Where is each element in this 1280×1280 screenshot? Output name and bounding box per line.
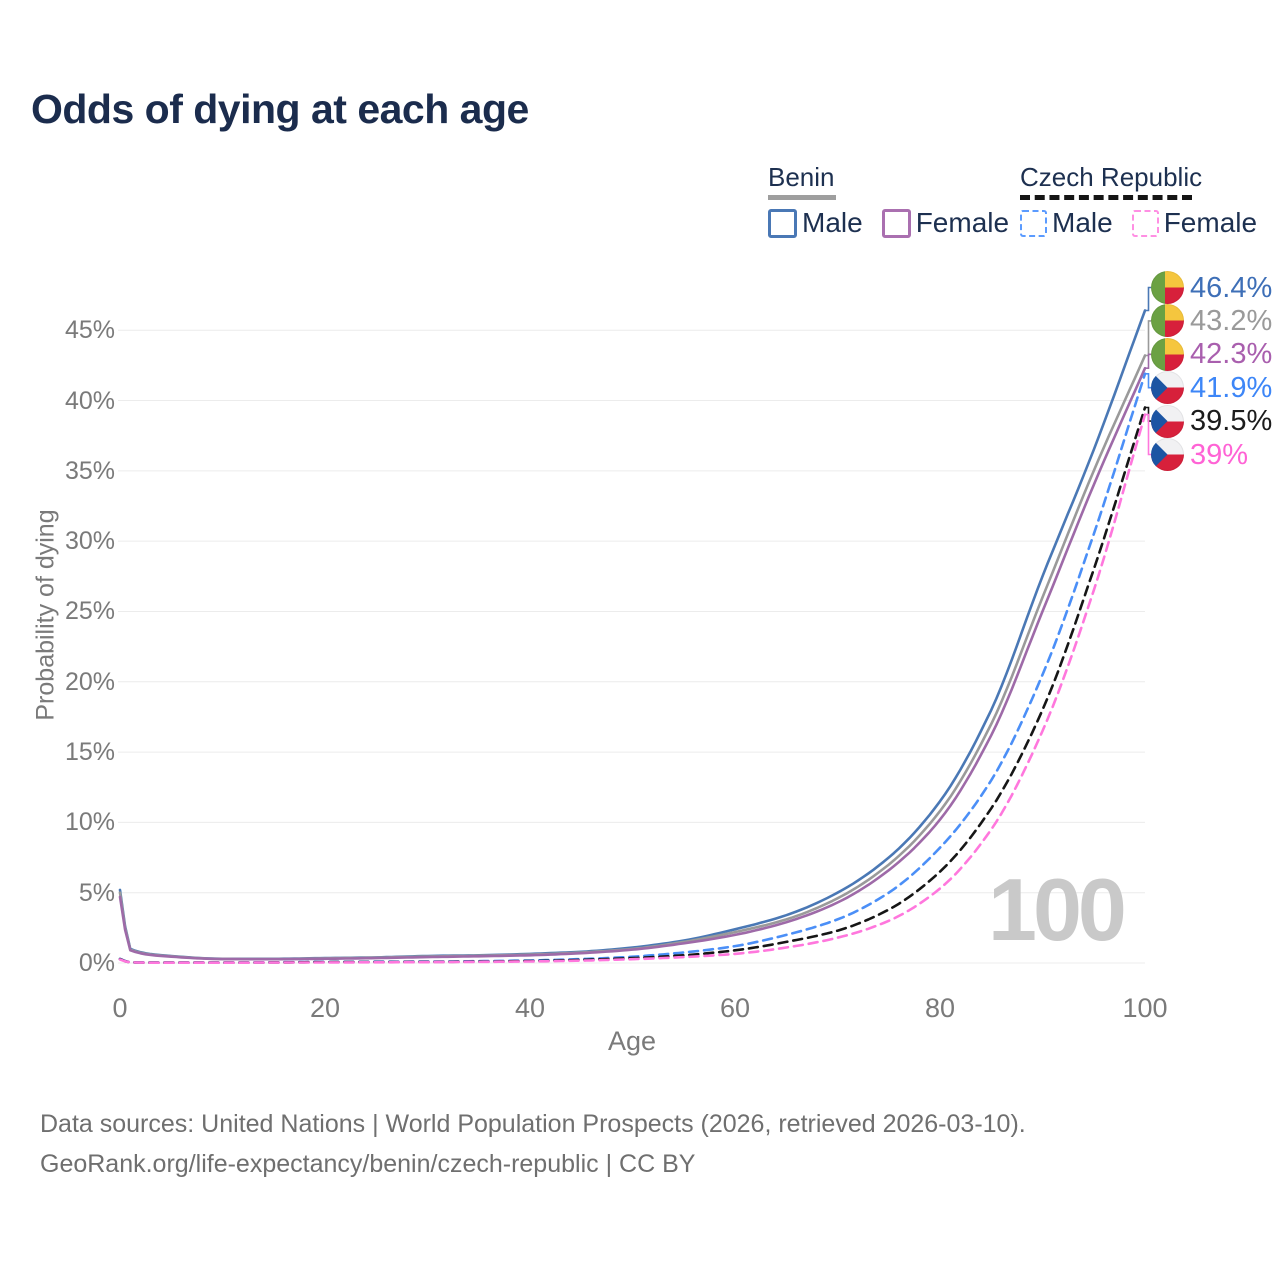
legend-item-label: Female <box>1163 207 1258 238</box>
czech-male-swatch-icon <box>1020 209 1047 237</box>
czech-republic-flag-icon <box>1151 371 1184 405</box>
x-tick-label: 60 <box>719 993 751 1023</box>
czech-republic-flag-icon <box>1151 404 1184 438</box>
end-label-leader-line <box>1145 353 1151 369</box>
page-title: Odds of dying at each age <box>31 86 529 132</box>
legend-czech-items: Male Female <box>1020 207 1257 239</box>
legend-group-benin: Benin Male Female <box>768 162 1009 239</box>
benin-male-swatch-icon <box>768 208 797 238</box>
legend-item-benin-male[interactable]: Male <box>768 207 863 239</box>
y-tick-label: 15% <box>64 738 115 767</box>
y-tick-label: 35% <box>64 456 115 485</box>
series-line-benin-female <box>118 366 1147 961</box>
end-label-leader-line <box>1145 413 1151 456</box>
legend-benin-items: Male Female <box>768 207 1009 239</box>
benin-female-swatch-icon <box>881 208 911 238</box>
legend-czech-dashed-line-sample <box>1020 195 1192 200</box>
end-value-label: 46.4% <box>1190 271 1273 304</box>
x-tick-label: 80 <box>924 993 956 1023</box>
benin-flag-icon <box>1151 337 1184 371</box>
y-tick-label: 30% <box>64 527 115 556</box>
x-tick-label: 40 <box>514 993 546 1023</box>
legend-group-benin-title: Benin <box>768 162 835 192</box>
end-value-label: 39.5% <box>1190 405 1273 438</box>
legend-item-czech-female[interactable]: Female <box>1131 207 1258 239</box>
footer-data-sources: Data sources: United Nations | World Pop… <box>40 1110 1026 1138</box>
y-tick-label: 40% <box>64 386 115 415</box>
legend-group-czech-republic: Czech Republic Male Female <box>1020 162 1257 239</box>
x-axis-title: Age <box>607 1026 657 1056</box>
x-tick-label: 100 <box>1122 993 1168 1023</box>
end-value-label: 39% <box>1190 438 1249 471</box>
end-value-label: 43.2% <box>1190 304 1273 337</box>
legend-item-czech-male[interactable]: Male <box>1020 207 1113 239</box>
czech-republic-flag-icon <box>1151 438 1184 471</box>
footer: Data sources: United Nations | World Pop… <box>40 1104 1026 1184</box>
x-tick-label: 20 <box>309 993 341 1023</box>
legend-item-label: Male <box>802 207 863 238</box>
end-label-leader-line <box>1145 373 1151 389</box>
y-tick-label: 0% <box>78 949 115 977</box>
end-label-leader-line <box>1145 286 1151 312</box>
end-label-row: 39% <box>1151 438 1248 472</box>
benin-flag-icon <box>1151 304 1184 338</box>
legend-item-label: Male <box>1052 207 1113 238</box>
legend-item-label: Female <box>915 207 1010 238</box>
y-tick-label: 45% <box>64 316 115 345</box>
y-tick-label: 5% <box>78 878 115 907</box>
end-value-label: 42.3% <box>1190 338 1273 371</box>
end-label-leader-line <box>1145 320 1151 357</box>
end-label-row: 43.2% <box>1151 304 1272 338</box>
y-tick-label: 20% <box>64 667 115 696</box>
legend-group-czech-title: Czech Republic <box>1020 162 1203 192</box>
footer-attribution: GeoRank.org/life-expectancy/benin/czech-… <box>40 1150 696 1178</box>
watermark-age-100: 100 <box>988 860 1127 959</box>
x-tick-label: 0 <box>112 993 128 1023</box>
y-tick-label: 10% <box>64 808 115 837</box>
legend-benin-solid-line-sample <box>768 195 836 200</box>
end-label-row: 41.9% <box>1151 371 1272 405</box>
end-label-row: 46.4% <box>1151 271 1272 305</box>
end-label-row: 39.5% <box>1151 404 1272 438</box>
legend-item-benin-female[interactable]: Female <box>881 207 1010 239</box>
series-line-czech-republic-female <box>118 413 1147 964</box>
czech-female-swatch-icon <box>1131 209 1159 237</box>
y-axis-title: Probability of dying <box>31 509 60 721</box>
benin-flag-icon <box>1151 271 1184 304</box>
y-tick-label: 25% <box>64 597 115 626</box>
end-value-label: 41.9% <box>1190 371 1273 404</box>
end-label-row: 42.3% <box>1151 337 1272 371</box>
